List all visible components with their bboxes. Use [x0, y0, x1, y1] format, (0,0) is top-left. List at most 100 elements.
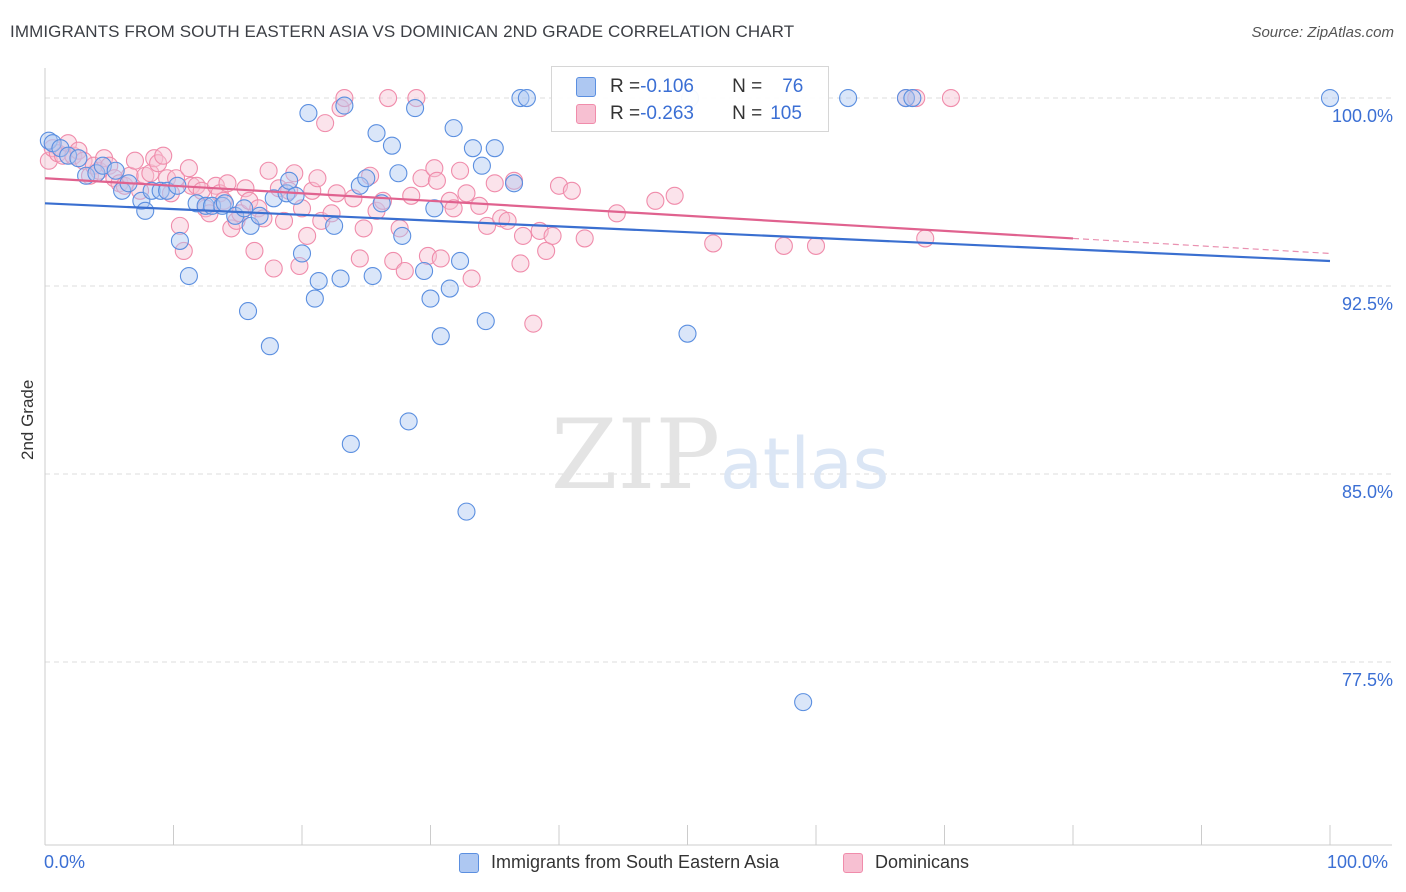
- sea-point: [463, 139, 482, 158]
- sea-point: [136, 201, 155, 220]
- sea-point: [1320, 89, 1340, 108]
- chart-title: IMMIGRANTS FROM SOUTH EASTERN ASIA VS DO…: [10, 22, 795, 41]
- dominican-point: [335, 89, 354, 108]
- legend-row-blue: R = -0.106 N = 76: [576, 75, 803, 99]
- dominican-point: [941, 89, 960, 108]
- dominican-point: [511, 254, 530, 273]
- blue-swatch: [576, 77, 596, 97]
- y-tick-label: 92.5%: [1342, 294, 1393, 314]
- sea-point: [331, 269, 350, 288]
- sea-point: [504, 174, 524, 193]
- watermark-text: ZIPatlas: [551, 399, 889, 511]
- dominican-point: [462, 269, 481, 288]
- sea-point: [299, 104, 318, 123]
- dominican-point: [218, 174, 237, 193]
- pink-swatch: [576, 104, 596, 124]
- sea-point: [179, 266, 198, 286]
- sea-point: [235, 199, 254, 218]
- sea-point: [444, 119, 463, 138]
- pink-swatch: [843, 852, 863, 873]
- dominican-point: [264, 259, 283, 278]
- sea-point: [250, 206, 269, 225]
- dominican-point: [457, 184, 476, 203]
- sea-point: [69, 149, 88, 168]
- dominican-point: [524, 314, 543, 333]
- dominican-point: [384, 251, 403, 271]
- dominican-point: [274, 211, 294, 230]
- dominican-point: [125, 151, 144, 170]
- sea-point: [839, 89, 858, 108]
- dominican-point: [308, 169, 327, 188]
- sea-point: [260, 337, 279, 356]
- dominican-point: [174, 241, 193, 261]
- dominican-point: [665, 186, 684, 205]
- dominican-point: [259, 161, 278, 180]
- dominican-point: [513, 226, 533, 245]
- trend-lines: [44, 177, 1331, 263]
- sea-point: [292, 244, 312, 263]
- sea-point: [357, 169, 376, 188]
- dominican-point: [607, 204, 626, 223]
- dominican-point: [427, 171, 446, 190]
- sea-point: [896, 89, 916, 108]
- dominican-point: [477, 216, 497, 235]
- dominican-point: [154, 146, 173, 165]
- y-tick-label: 85.0%: [1342, 482, 1393, 502]
- dominican-point: [451, 161, 470, 180]
- sea-point: [425, 199, 444, 218]
- dominican-point: [316, 114, 335, 133]
- dominican-point: [402, 186, 421, 205]
- dominican-point: [327, 184, 346, 203]
- sea-point: [363, 266, 382, 286]
- sea-point: [794, 693, 813, 712]
- dominican-point: [141, 164, 160, 183]
- sea-point: [406, 99, 425, 118]
- sea-point: [335, 96, 354, 115]
- sea-point: [678, 324, 697, 343]
- bottom-legend-pink: Dominicans: [843, 852, 969, 873]
- sea-point: [309, 271, 328, 291]
- sea-point: [451, 251, 470, 271]
- source-label: Source: ZipAtlas.com: [1251, 24, 1394, 41]
- dominican-point: [916, 229, 935, 248]
- legend-row-pink: R = -0.263 N = 105: [576, 102, 802, 126]
- sea-point: [382, 136, 402, 155]
- dominican-trend-extension: [1072, 237, 1331, 255]
- watermark: ZIPatlas: [551, 399, 889, 511]
- sea-point: [903, 89, 922, 108]
- dominican-point: [498, 211, 517, 230]
- y-tick-label: 100.0%: [1332, 106, 1393, 126]
- sea-point: [280, 171, 299, 190]
- sea-point: [106, 161, 125, 180]
- dominican-point: [774, 236, 793, 255]
- legend-n-label: N =: [732, 76, 763, 97]
- sea-point: [485, 139, 504, 158]
- y-axis-label: 2nd Grade: [18, 379, 37, 460]
- sea-point: [151, 181, 170, 200]
- sea-point: [350, 176, 369, 195]
- sea-point: [389, 164, 408, 183]
- legend-n-value-pink: 105: [770, 103, 802, 124]
- sea-point: [421, 289, 440, 308]
- x-tick-label-right: 100.0%: [1327, 852, 1389, 872]
- legend-r-value-pink: -0.263: [640, 103, 694, 124]
- dominican-point: [907, 89, 926, 108]
- sea-point: [59, 146, 78, 165]
- sea-point: [457, 502, 476, 521]
- sea-point: [170, 231, 189, 250]
- legend-r-value-blue: -0.106: [640, 76, 694, 97]
- sea-point: [399, 412, 418, 431]
- dominican-point: [179, 159, 198, 178]
- bottom-legend-blue: Immigrants from South Eastern Asia: [459, 852, 779, 873]
- legend-r-label: R =: [610, 76, 641, 97]
- sea-point: [305, 289, 324, 308]
- axes: [44, 68, 1392, 846]
- legend-n-label: N =: [732, 103, 763, 124]
- dominican-trend-line: [44, 177, 1074, 240]
- bottom-legend-blue-label: Immigrants from South Eastern Asia: [491, 852, 780, 872]
- dominican-point: [444, 199, 463, 218]
- dominican-point: [412, 169, 431, 188]
- dominican-point: [806, 236, 826, 255]
- dominican-point: [470, 196, 489, 215]
